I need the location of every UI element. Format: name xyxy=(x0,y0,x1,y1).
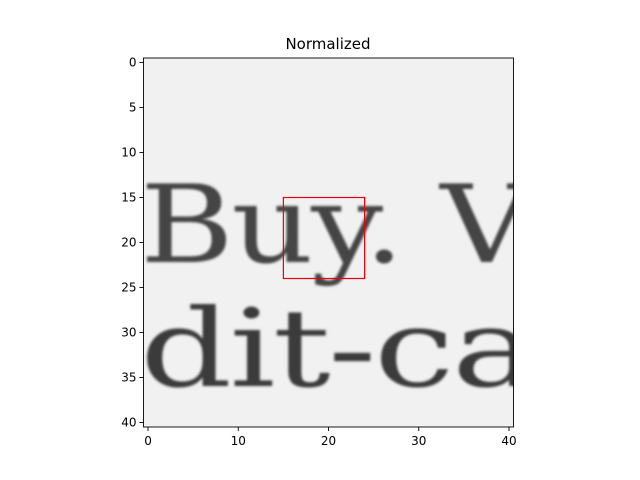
grayscale-image: Buy. V dit-ca xyxy=(140,163,535,412)
y-tick-label: 40 xyxy=(121,416,136,430)
y-tick-label: 5 xyxy=(129,101,137,115)
plot-area: Buy. V dit-ca 0 10 20 30 40 0 5 10 15 20 25 30 35 40 xyxy=(121,56,535,449)
y-tick-label: 30 xyxy=(121,326,136,340)
image-text-line-2: dit-ca xyxy=(140,287,535,412)
y-tick-label: 35 xyxy=(121,371,136,385)
chart-title: Normalized xyxy=(285,35,370,53)
x-tick-label: 30 xyxy=(411,434,426,448)
y-tick-label: 15 xyxy=(121,191,136,205)
y-tick-label: 0 xyxy=(129,56,137,70)
y-tick-label: 10 xyxy=(121,146,136,160)
x-tick-label: 40 xyxy=(501,434,516,448)
y-tick-label: 20 xyxy=(121,236,136,250)
y-tick-label: 25 xyxy=(121,281,136,295)
x-tick-label: 10 xyxy=(231,434,246,448)
highlight-box xyxy=(282,196,366,280)
x-axis: 0 10 20 30 40 xyxy=(144,427,517,448)
image-text-line-1: Buy. V xyxy=(140,163,535,288)
y-axis: 0 5 10 15 20 25 30 35 40 xyxy=(121,56,144,430)
x-tick-label: 0 xyxy=(144,434,152,448)
image-background xyxy=(143,58,514,427)
x-tick-label: 20 xyxy=(321,434,336,448)
